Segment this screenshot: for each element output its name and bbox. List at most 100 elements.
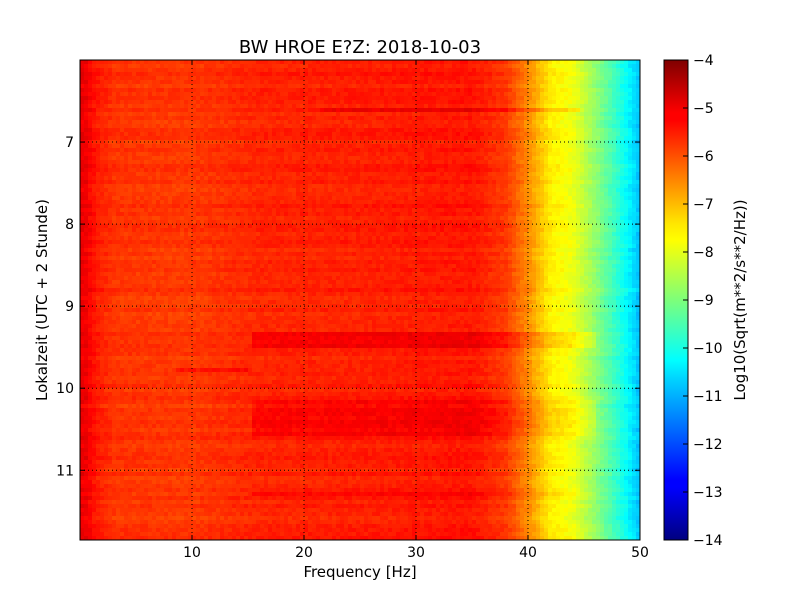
heatmap-cell bbox=[576, 124, 580, 128]
heatmap-cell bbox=[100, 160, 104, 164]
heatmap-cell bbox=[552, 144, 556, 148]
heatmap-cell bbox=[628, 108, 632, 112]
heatmap-cell bbox=[312, 156, 316, 160]
heatmap-cell bbox=[168, 148, 172, 152]
heatmap-cell bbox=[516, 192, 520, 196]
heatmap-cell bbox=[156, 72, 160, 76]
heatmap-cell bbox=[548, 100, 552, 104]
heatmap-cell bbox=[96, 148, 100, 152]
heatmap-cell bbox=[196, 88, 200, 92]
heatmap-cell bbox=[140, 132, 144, 136]
heatmap-cell bbox=[80, 148, 84, 152]
heatmap-cell bbox=[196, 156, 200, 160]
heatmap-cell bbox=[388, 60, 392, 64]
heatmap-cell bbox=[144, 76, 148, 80]
heatmap-cell bbox=[224, 116, 228, 120]
heatmap-cell bbox=[184, 92, 188, 96]
heatmap-cell bbox=[444, 132, 448, 136]
heatmap-cell bbox=[208, 116, 212, 120]
heatmap-cell bbox=[508, 72, 512, 76]
heatmap-cell bbox=[504, 168, 508, 172]
heatmap-cell bbox=[400, 116, 404, 120]
heatmap-cell bbox=[444, 96, 448, 100]
heatmap-cell bbox=[220, 76, 224, 80]
heatmap-cell bbox=[336, 92, 340, 96]
heatmap-cell bbox=[440, 112, 444, 116]
heatmap-cells bbox=[80, 60, 640, 540]
heatmap-cell bbox=[224, 144, 228, 148]
heatmap-cell bbox=[268, 92, 272, 96]
heatmap-cell bbox=[232, 192, 236, 196]
heatmap-cell bbox=[616, 184, 620, 188]
heatmap-cell bbox=[228, 92, 232, 96]
heatmap-cell bbox=[536, 64, 540, 68]
heatmap-cell bbox=[292, 160, 296, 164]
heatmap-cell bbox=[552, 112, 556, 116]
heatmap-cell bbox=[472, 104, 476, 108]
heatmap-cell bbox=[192, 96, 196, 100]
heatmap-cell bbox=[448, 76, 452, 80]
heatmap-cell bbox=[280, 136, 284, 140]
heatmap-cell bbox=[232, 132, 236, 136]
heatmap-cell bbox=[272, 196, 276, 200]
heatmap-cell bbox=[608, 60, 612, 64]
heatmap-cell bbox=[408, 128, 412, 132]
heatmap-cell bbox=[92, 68, 96, 72]
heatmap-cell bbox=[272, 172, 276, 176]
heatmap-cell bbox=[152, 200, 156, 204]
heatmap-cell bbox=[224, 160, 228, 164]
heatmap-cell bbox=[468, 152, 472, 156]
heatmap-cell bbox=[144, 136, 148, 140]
heatmap-cell bbox=[108, 96, 112, 100]
heatmap-cell bbox=[576, 60, 580, 64]
heatmap-cell bbox=[332, 96, 336, 100]
heatmap-cell bbox=[228, 192, 232, 196]
heatmap-cell bbox=[548, 128, 552, 132]
heatmap-cell bbox=[372, 176, 376, 180]
heatmap-cell bbox=[312, 64, 316, 68]
heatmap-cell bbox=[440, 196, 444, 200]
heatmap-cell bbox=[592, 124, 596, 128]
heatmap-cell bbox=[284, 88, 288, 92]
heatmap-cell bbox=[192, 124, 196, 128]
heatmap-cell bbox=[184, 144, 188, 148]
heatmap-cell bbox=[432, 180, 436, 184]
heatmap-cell bbox=[500, 164, 504, 168]
heatmap-cell bbox=[372, 84, 376, 88]
heatmap-cell bbox=[532, 144, 536, 148]
heatmap-cell bbox=[224, 76, 228, 80]
heatmap-cell bbox=[556, 136, 560, 140]
heatmap-cell bbox=[372, 168, 376, 172]
heatmap-cell bbox=[248, 152, 252, 156]
heatmap-cell bbox=[136, 192, 140, 196]
heatmap-cell bbox=[208, 160, 212, 164]
heatmap-cell bbox=[120, 188, 124, 192]
heatmap-cell bbox=[316, 168, 320, 172]
heatmap-cell bbox=[356, 132, 360, 136]
heatmap-cell bbox=[340, 180, 344, 184]
heatmap-cell bbox=[212, 60, 216, 64]
heatmap-cell bbox=[140, 196, 144, 200]
heatmap-cell bbox=[320, 192, 324, 196]
heatmap-cell bbox=[480, 164, 484, 168]
heatmap-cell bbox=[92, 148, 96, 152]
heatmap-cell bbox=[560, 128, 564, 132]
heatmap-cell bbox=[252, 104, 256, 108]
heatmap-cell bbox=[344, 172, 348, 176]
heatmap-cell bbox=[120, 132, 124, 136]
heatmap-cell bbox=[512, 184, 516, 188]
heatmap-cell bbox=[476, 104, 480, 108]
heatmap-cell bbox=[600, 196, 604, 200]
heatmap-cell bbox=[592, 168, 596, 172]
heatmap-cell bbox=[512, 64, 516, 68]
heatmap-cell bbox=[540, 180, 544, 184]
heatmap-cell bbox=[204, 124, 208, 128]
heatmap-cell bbox=[320, 136, 324, 140]
heatmap-cell bbox=[212, 188, 216, 192]
heatmap-cell bbox=[432, 108, 436, 112]
heatmap-cell bbox=[572, 184, 576, 188]
heatmap-cell bbox=[588, 92, 592, 96]
heatmap-cell bbox=[376, 112, 380, 116]
heatmap-cell bbox=[424, 124, 428, 128]
heatmap-cell bbox=[176, 152, 180, 156]
